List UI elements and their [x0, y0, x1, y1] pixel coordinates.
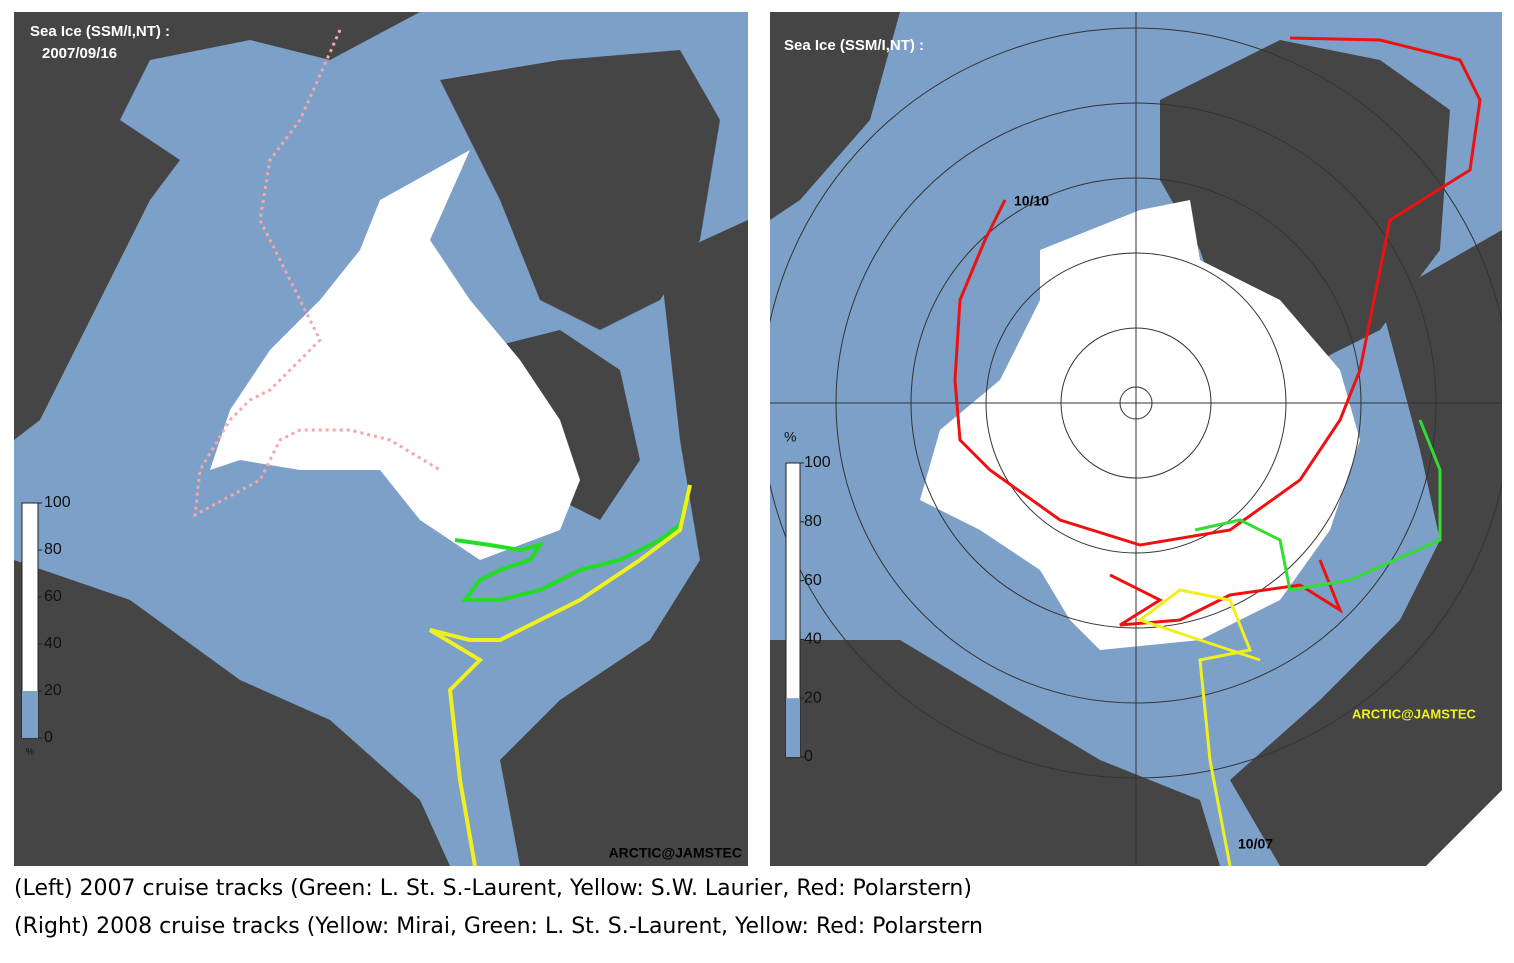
map-title: Sea Ice (SSM/I,NT) :: [784, 37, 924, 54]
colorbar-unit: %: [26, 746, 34, 756]
colorbar-label: 60: [44, 588, 62, 605]
credit: ARCTIC@JAMSTEC: [609, 845, 742, 861]
track-label: 10/07: [1238, 836, 1273, 852]
map-date: 2007/09/16: [42, 45, 117, 62]
colorbar-label: 20: [44, 682, 62, 699]
right-map: [770, 12, 1502, 866]
colorbar-label: 20: [804, 689, 822, 706]
colorbar-low: [22, 691, 38, 738]
colorbar-low: [786, 698, 800, 757]
colorbar-unit: %: [784, 429, 796, 445]
caption: (Left) 2007 cruise tracks (Green: L. St.…: [14, 876, 972, 901]
map-title: Sea Ice (SSM/I,NT) :: [30, 23, 170, 40]
left-map: [14, 12, 748, 866]
caption: (Right) 2008 cruise tracks (Yellow: Mira…: [14, 914, 983, 939]
colorbar-label: 0: [804, 748, 813, 765]
maps: Sea Ice (SSM/I,NT) : 2007/09/16 0 20 40 60 80 1…: [14, 12, 1502, 866]
colorbar-label: 80: [804, 513, 822, 530]
credit: ARCTIC@JAMSTEC: [1352, 706, 1477, 721]
colorbar-label: 100: [44, 494, 71, 511]
colorbar-label: 80: [44, 541, 62, 558]
track-label: 10/10: [1014, 193, 1049, 209]
colorbar-label: 0: [44, 729, 53, 746]
colorbar-label: 40: [804, 631, 822, 648]
colorbar-label: 60: [804, 572, 822, 589]
colorbar-label: 100: [804, 454, 831, 471]
colorbar-label: 40: [44, 635, 62, 652]
